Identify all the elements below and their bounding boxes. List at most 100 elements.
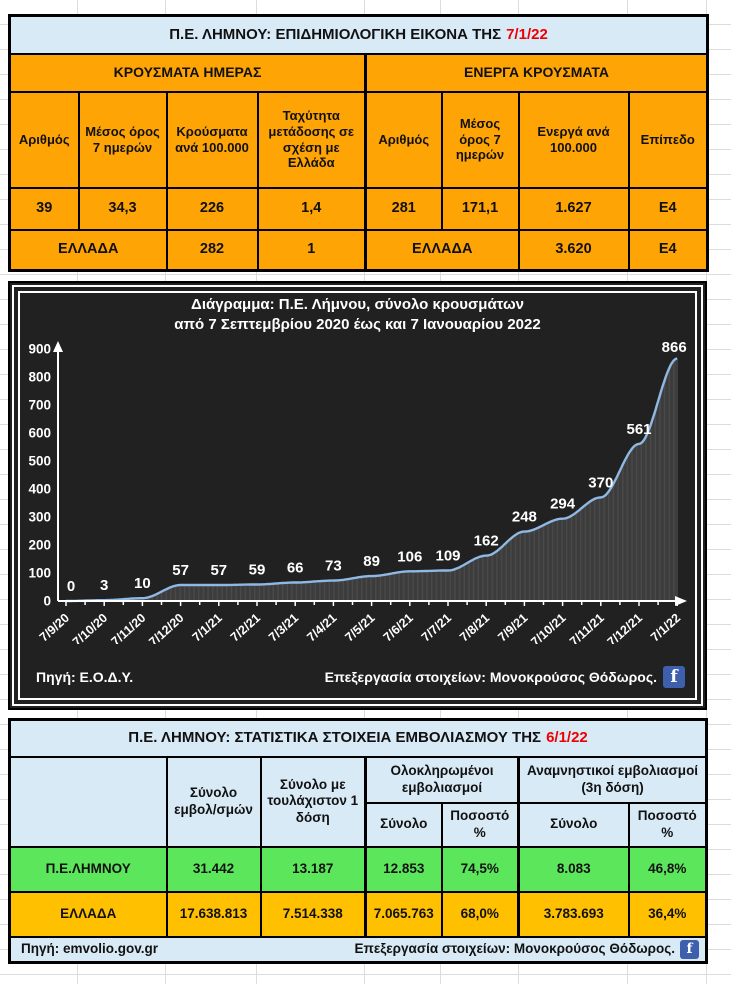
data-labels: 0 3 10 57 57 59 66 73 89 106 109 162 248 294 370 561 866 (67, 339, 687, 595)
vax-subheader-completed-total: Σύνολο (364, 801, 443, 848)
chart-title-line2: από 7 Σεπτεμβρίου 2020 έως και 7 Ιανουαρ… (174, 316, 541, 334)
epi-limnos-number: 39 (8, 186, 80, 231)
vax-limnos-total: 31.442 (165, 845, 262, 893)
epidemiology-table: Π.Ε. ΛΗΜΝΟΥ: ΕΠΙΔΗΜΙΟΛΟΓΙΚΗ ΕΙΚΟΝΑ ΤΗΣ 7/… (8, 14, 709, 272)
epi-limnos-per-100k: 226 (165, 186, 259, 231)
svg-text:0: 0 (67, 578, 75, 595)
svg-text:7/9/21: 7/9/21 (495, 611, 530, 644)
x-axis-arrow-icon (675, 596, 687, 606)
svg-text:0: 0 (43, 594, 51, 609)
epi-col-header-active-7day-avg: Μέσος όρος 7 ημερών (440, 90, 520, 189)
svg-text:57: 57 (210, 562, 227, 579)
epi-greece-active-per-100k: 3.620 (517, 228, 630, 272)
vax-group-booster: Αναμνηστικοί εμβολιασμοί (3η δόση) (516, 755, 708, 804)
svg-text:3: 3 (100, 577, 108, 594)
svg-text:109: 109 (435, 548, 460, 565)
epi-greece-level: Ε4 (627, 228, 709, 272)
svg-text:106: 106 (397, 548, 422, 565)
epi-col-header-number: Αριθμός (8, 90, 80, 189)
svg-text:7/12/20: 7/12/20 (146, 611, 186, 644)
svg-text:7/11/21: 7/11/21 (567, 611, 607, 644)
chart-credit: Επεξεργασία στοιχείων: Μονοκρούσος Θόδωρ… (324, 669, 657, 685)
epi-limnos-active-per-100k: 1.627 (517, 186, 630, 231)
epi-greece-speed: 1 (256, 228, 367, 272)
svg-text:7/7/21: 7/7/21 (419, 611, 454, 644)
svg-text:7/11/20: 7/11/20 (109, 611, 149, 644)
svg-text:7/10/20: 7/10/20 (70, 611, 110, 644)
vax-col-header-atleast1: Σύνολο με τουλάχιστον 1 δόση (259, 755, 367, 848)
vax-limnos-booster-total: 8.083 (517, 845, 630, 893)
epi-limnos-active-7day-avg: 171,1 (440, 186, 520, 231)
chart-title: Διάγραμμα: Π.Ε. Λήμνου, σύνολο κρουσμάτω… (22, 295, 693, 336)
epi-title-text: Π.Ε. ΛΗΜΝΟΥ: ΕΠΙΔΗΜΙΟΛΟΓΙΚΗ ΕΙΚΟΝΑ ΤΗΣ (169, 25, 502, 43)
cumulative-line (66, 357, 678, 603)
svg-text:7/12/21: 7/12/21 (605, 611, 645, 644)
svg-text:370: 370 (588, 474, 613, 491)
vax-limnos-completed-total: 12.853 (364, 845, 443, 893)
svg-text:600: 600 (28, 426, 51, 441)
vax-title-date: 6/1/22 (546, 729, 588, 747)
vax-greece-atleast1: 7.514.338 (259, 890, 367, 938)
vax-limnos-atleast1: 13.187 (259, 845, 367, 893)
vax-credit: Επεξεργασία στοιχείων: Μονοκρούσος Θόδωρ… (354, 941, 676, 957)
vax-greece-booster-total: 3.783.693 (517, 890, 630, 938)
svg-text:89: 89 (363, 553, 380, 570)
svg-text:300: 300 (28, 510, 51, 525)
svg-text:800: 800 (28, 370, 51, 385)
facebook-icon[interactable]: f (663, 666, 685, 688)
epi-col-header-speed: Ταχύτητα μετάδοσης σε σχέση με Ελλάδα (256, 90, 367, 189)
svg-text:7/2/21: 7/2/21 (228, 611, 263, 644)
vax-limnos-completed-pct: 74,5% (440, 845, 520, 893)
svg-text:57: 57 (172, 562, 189, 579)
vax-source: Πηγή: emvolio.gov.gr (21, 941, 159, 957)
svg-text:248: 248 (512, 509, 537, 526)
svg-text:10: 10 (134, 575, 151, 592)
vax-greece-label: ΕΛΛΑΔΑ (8, 890, 168, 938)
epi-limnos-active-number: 281 (364, 186, 443, 231)
epi-col-header-active-number: Αριθμός (364, 90, 443, 189)
epi-limnos-7day-avg: 34,3 (77, 186, 168, 231)
epi-greece-label-right: ΕΛΛΑΔΑ (364, 228, 520, 272)
vax-limnos-booster-pct: 46,8% (627, 845, 708, 893)
vax-col-header-total: Σύνολο εμβολ/σμών (165, 755, 262, 848)
svg-text:561: 561 (626, 421, 651, 438)
vax-corner-blank-cell (8, 755, 168, 848)
chart-area: Διάγραμμα: Π.Ε. Λήμνου, σύνολο κρουσμάτω… (22, 295, 693, 696)
epi-limnos-level: Ε4 (627, 186, 709, 231)
group-header-active-cases: ΕΝΕΡΓΑ ΚΡΟΥΣΜΑΤΑ (364, 52, 709, 93)
x-axis-ticks (65, 601, 678, 606)
svg-text:73: 73 (325, 558, 342, 575)
cumulative-cases-chart-panel: Διάγραμμα: Π.Ε. Λήμνου, σύνολο κρουσμάτω… (8, 281, 707, 710)
svg-text:7/5/21: 7/5/21 (342, 611, 377, 644)
chart-title-line1: Διάγραμμα: Π.Ε. Λήμνου, σύνολο κρουσμάτω… (191, 296, 524, 313)
svg-text:100: 100 (28, 566, 51, 581)
svg-text:7/9/20: 7/9/20 (37, 611, 72, 644)
vax-subheader-booster-pct: Ποσοστό % (627, 801, 708, 848)
epi-col-header-7day-avg: Μέσος όρος 7 ημερών (77, 90, 168, 189)
epi-col-header-level: Επίπεδο (627, 90, 709, 189)
epi-col-header-active-per-100k: Ενεργά ανά 100.000 (517, 90, 630, 189)
vax-subheader-booster-total: Σύνολο (517, 801, 630, 848)
svg-text:7/8/21: 7/8/21 (457, 611, 492, 644)
svg-text:59: 59 (249, 562, 266, 579)
epi-title-date: 7/1/22 (506, 25, 548, 43)
svg-text:500: 500 (28, 454, 51, 469)
vax-group-completed: Ολοκληρωμένοι εμβολιασμοί (364, 755, 520, 804)
chart-source: Πηγή: Ε.Ο.Δ.Υ. (36, 669, 134, 685)
svg-text:200: 200 (28, 538, 51, 553)
svg-text:7/1/21: 7/1/21 (190, 611, 225, 644)
svg-text:400: 400 (28, 482, 51, 497)
epi-greece-label-left: ΕΛΛΑΔΑ (8, 228, 168, 272)
svg-text:7/6/21: 7/6/21 (381, 611, 416, 644)
svg-text:7/10/21: 7/10/21 (528, 611, 568, 644)
group-header-day-cases: ΚΡΟΥΣΜΑΤΑ ΗΜΕΡΑΣ (8, 52, 367, 93)
svg-text:900: 900 (28, 342, 51, 357)
chart-footer: Πηγή: Ε.Ο.Δ.Υ. Επεξεργασία στοιχείων: Μο… (36, 666, 685, 688)
vax-table-title: Π.Ε. ΛΗΜΝΟΥ: ΣΤΑΤΙΣΤΙΚΑ ΣΤΟΙΧΕΙΑ ΕΜΒΟΛΙΑ… (8, 718, 708, 758)
epi-table-title: Π.Ε. ΛΗΜΝΟΥ: ΕΠΙΔΗΜΙΟΛΟΓΙΚΗ ΕΙΚΟΝΑ ΤΗΣ 7/… (8, 14, 709, 55)
svg-text:7/4/21: 7/4/21 (304, 611, 339, 644)
facebook-icon[interactable]: f (680, 939, 700, 959)
epi-greece-per-100k: 282 (165, 228, 259, 272)
svg-text:700: 700 (28, 398, 51, 413)
svg-text:7/3/21: 7/3/21 (266, 611, 301, 644)
